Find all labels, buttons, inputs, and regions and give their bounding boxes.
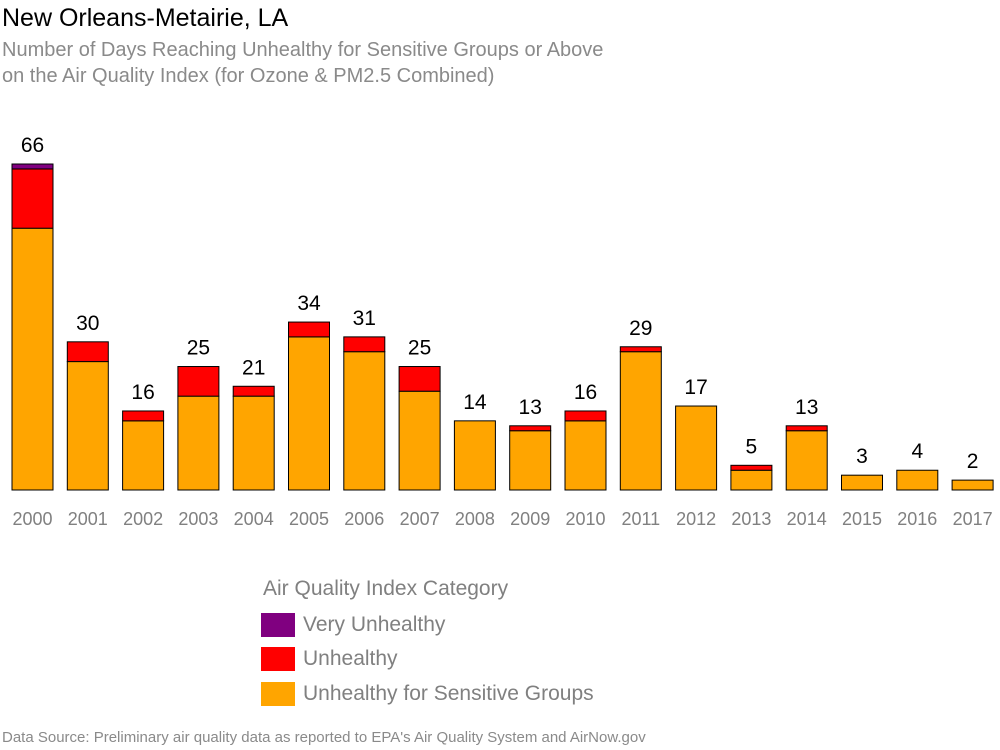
bar-segment-2002-unhealthy-for-sensitive-groups — [122, 420, 165, 491]
legend-label-very-unhealthy: Very Unhealthy — [303, 613, 446, 636]
subtitle-line-1: Number of Days Reaching Unhealthy for Se… — [2, 39, 604, 61]
bar-total-label-2002: 16 — [131, 381, 154, 404]
x-tick-label-2010: 2010 — [565, 509, 605, 529]
bar-total-label-2008: 14 — [463, 391, 487, 414]
x-tick-label-2007: 2007 — [400, 509, 440, 529]
bar-total-label-2011: 29 — [629, 317, 652, 340]
bar-segment-2017-unhealthy-for-sensitive-groups — [951, 479, 994, 491]
bar-segment-2002-unhealthy — [122, 410, 165, 422]
bar-segment-2013-unhealthy-for-sensitive-groups — [730, 469, 773, 491]
x-tick-label-2000: 2000 — [12, 509, 52, 529]
legend-label-unhealthy: Unhealthy — [303, 647, 398, 670]
x-tick-label-2017: 2017 — [953, 509, 993, 529]
x-tick-label-2003: 2003 — [178, 509, 218, 529]
chart-title: New Orleans-Metairie, LA — [2, 4, 289, 32]
bar-total-label-2010: 16 — [574, 381, 597, 404]
bar-segment-2000-unhealthy — [11, 168, 54, 229]
x-tick-label-2006: 2006 — [344, 509, 384, 529]
bar-total-label-2015: 3 — [856, 445, 868, 468]
bar-segment-2011-unhealthy — [619, 346, 662, 353]
x-tick-label-2008: 2008 — [455, 509, 495, 529]
bar-segment-2001-unhealthy — [66, 341, 109, 363]
x-tick-label-2001: 2001 — [68, 509, 108, 529]
x-tick-label-2014: 2014 — [787, 509, 827, 529]
bar-segment-2006-unhealthy — [343, 336, 386, 353]
bar-segment-2014-unhealthy — [785, 425, 828, 432]
x-tick-label-2016: 2016 — [897, 509, 937, 529]
bar-total-label-2003: 25 — [187, 337, 210, 360]
x-tick-label-2015: 2015 — [842, 509, 882, 529]
x-tick-label-2011: 2011 — [621, 509, 660, 529]
legend-item-very-unhealthy: Very Unhealthy — [261, 612, 445, 638]
bar-segment-2003-unhealthy — [177, 366, 220, 397]
bar-total-label-2004: 21 — [242, 356, 265, 379]
x-tick-label-2005: 2005 — [289, 509, 329, 529]
bar-segment-2016-unhealthy-for-sensitive-groups — [896, 469, 939, 491]
bar-total-label-2016: 4 — [911, 440, 923, 463]
chart-subtitle: Number of Days Reaching Unhealthy for Se… — [2, 37, 603, 89]
subtitle-line-2: on the Air Quality Index (for Ozone & PM… — [2, 65, 495, 87]
bar-segment-2012-unhealthy-for-sensitive-groups — [675, 405, 718, 491]
bar-segment-2011-unhealthy-for-sensitive-groups — [619, 351, 662, 491]
bar-segment-2007-unhealthy — [398, 366, 441, 392]
legend-swatch-usg — [261, 682, 295, 706]
bar-total-label-2001: 30 — [76, 312, 99, 335]
bar-segment-2000-unhealthy-for-sensitive-groups — [11, 227, 54, 491]
bar-segment-2004-unhealthy — [232, 385, 275, 397]
legend-swatch-unhealthy — [261, 647, 295, 671]
bar-segment-2015-unhealthy-for-sensitive-groups — [841, 474, 883, 491]
legend-title: Air Quality Index Category — [263, 577, 509, 600]
legend-label-usg: Unhealthy for Sensitive Groups — [303, 682, 594, 705]
bar-segment-2005-unhealthy — [288, 321, 330, 338]
bar-segment-2006-unhealthy-for-sensitive-groups — [343, 351, 386, 491]
x-tick-label-2009: 2009 — [510, 509, 550, 529]
data-source-note: Data Source: Preliminary air quality dat… — [2, 729, 646, 746]
legend-item-unhealthy: Unhealthy — [261, 646, 398, 672]
x-tick-label-2004: 2004 — [234, 509, 274, 529]
bar-total-label-2017: 2 — [967, 450, 979, 473]
bar-segment-2014-unhealthy-for-sensitive-groups — [785, 430, 828, 491]
bar-total-label-2006: 31 — [353, 307, 376, 330]
bar-segment-2005-unhealthy-for-sensitive-groups — [288, 336, 330, 491]
bar-segment-2010-unhealthy — [564, 410, 607, 422]
bar-total-label-2013: 5 — [746, 435, 758, 458]
bar-segment-2003-unhealthy-for-sensitive-groups — [177, 395, 220, 491]
bar-segment-2010-unhealthy-for-sensitive-groups — [564, 420, 607, 491]
bar-segment-2004-unhealthy-for-sensitive-groups — [232, 395, 275, 491]
bar-total-label-2000: 66 — [21, 134, 44, 157]
x-tick-label-2002: 2002 — [123, 509, 163, 529]
bar-segment-2009-unhealthy — [509, 425, 552, 432]
bar-segment-2009-unhealthy-for-sensitive-groups — [509, 430, 552, 491]
bar-total-label-2014: 13 — [795, 396, 818, 419]
bar-total-label-2012: 17 — [684, 376, 707, 399]
bar-segment-2013-unhealthy — [730, 464, 773, 471]
bar-segment-2001-unhealthy-for-sensitive-groups — [66, 361, 109, 491]
bar-segment-2008-unhealthy-for-sensitive-groups — [453, 420, 496, 491]
bar-segment-2007-unhealthy-for-sensitive-groups — [398, 390, 441, 491]
bar-total-label-2005: 34 — [297, 292, 321, 315]
x-tick-label-2013: 2013 — [731, 509, 771, 529]
bar-chart: 6620003020011620022520032120043420053120… — [11, 134, 994, 529]
bar-total-label-2009: 13 — [519, 396, 542, 419]
x-tick-label-2012: 2012 — [676, 509, 716, 529]
legend-item-usg: Unhealthy for Sensitive Groups — [261, 681, 594, 707]
bar-total-label-2007: 25 — [408, 337, 431, 360]
legend-swatch-very-unhealthy — [261, 613, 295, 637]
bar-segment-2000-very-unhealthy — [11, 163, 54, 170]
